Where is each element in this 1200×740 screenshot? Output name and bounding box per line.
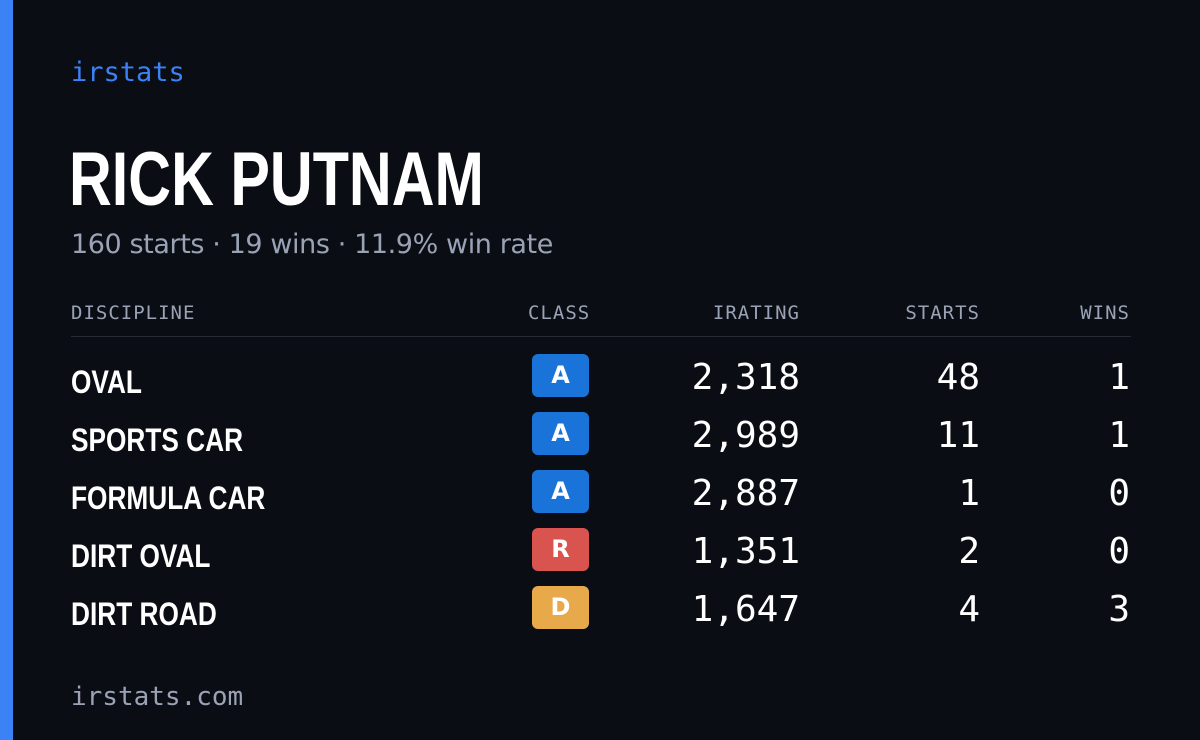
site-url: irstats.com <box>71 682 244 712</box>
table-header: DISCIPLINE CLASS IRATING STARTS WINS <box>71 296 1131 337</box>
table-row: SPORTS CAR A 2,989 11 1 <box>71 412 1131 470</box>
class-badge: D <box>532 586 589 629</box>
header-class: CLASS <box>528 302 591 324</box>
starts-value: 48 <box>936 357 980 398</box>
starts-value: 2 <box>958 531 980 572</box>
discipline-name: DIRT OVAL <box>71 538 211 574</box>
wins-value: 3 <box>1108 589 1130 630</box>
driver-summary: 160 starts · 19 wins · 11.9% win rate <box>71 229 553 260</box>
table-row: DIRT OVAL R 1,351 2 0 <box>71 528 1131 586</box>
wins-value: 0 <box>1108 473 1130 514</box>
irating-value: 2,887 <box>691 473 800 514</box>
table-row: OVAL A 2,318 48 1 <box>71 354 1131 412</box>
wins-value: 0 <box>1108 531 1130 572</box>
discipline-name: FORMULA CAR <box>71 480 266 516</box>
table-row: FORMULA CAR A 2,887 1 0 <box>71 470 1131 528</box>
class-badge: R <box>532 528 589 571</box>
starts-value: 1 <box>958 473 980 514</box>
class-badge: A <box>532 412 589 455</box>
irating-value: 1,351 <box>691 531 800 572</box>
discipline-name: SPORTS CAR <box>71 422 244 458</box>
brand-logo: irstats <box>71 57 185 88</box>
header-irating: IRATING <box>712 302 800 324</box>
table-row: DIRT ROAD D 1,647 4 3 <box>71 586 1131 644</box>
starts-value: 4 <box>958 589 980 630</box>
class-badge: A <box>532 470 589 513</box>
starts-value: 11 <box>936 415 980 456</box>
accent-bar <box>0 0 13 740</box>
header-wins: WINS <box>1080 302 1130 324</box>
header-discipline: DISCIPLINE <box>71 302 196 324</box>
wins-value: 1 <box>1108 415 1130 456</box>
irating-value: 2,318 <box>691 357 800 398</box>
stats-table: DISCIPLINE CLASS IRATING STARTS WINS OVA… <box>71 296 1131 632</box>
driver-name: RICK PUTNAM <box>69 137 484 222</box>
irating-value: 1,647 <box>691 589 800 630</box>
discipline-name: OVAL <box>71 364 142 400</box>
class-badge: A <box>532 354 589 397</box>
irating-value: 2,989 <box>691 415 800 456</box>
wins-value: 1 <box>1108 357 1130 398</box>
discipline-name: DIRT ROAD <box>71 596 217 632</box>
header-starts: STARTS <box>905 302 980 324</box>
